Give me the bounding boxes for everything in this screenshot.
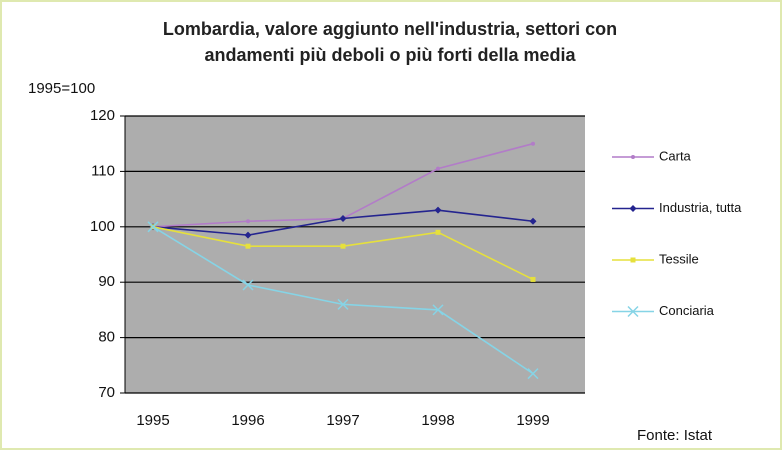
point	[245, 243, 251, 249]
y-tick-label: 100	[90, 218, 115, 235]
legend-label: Tessile	[659, 251, 699, 266]
legend-label: Industria, tutta	[659, 200, 742, 215]
plot-area	[125, 116, 585, 393]
point	[246, 219, 250, 224]
point	[630, 257, 636, 263]
point	[244, 231, 252, 239]
point	[434, 206, 442, 214]
point	[530, 276, 536, 282]
point	[339, 214, 347, 222]
y-tick-label: 80	[98, 329, 115, 346]
x-tick-label: 1997	[326, 412, 359, 429]
legend-label: Carta	[659, 148, 692, 163]
x-tick-label: 1995	[136, 412, 169, 429]
y-axis-label: 1995=100	[28, 80, 95, 97]
point	[337, 298, 349, 310]
legend-label: Conciaria	[659, 303, 715, 318]
point	[432, 304, 444, 316]
point	[435, 229, 441, 235]
x-tick-label: 1998	[421, 412, 454, 429]
x-tick-label: 1999	[516, 412, 549, 429]
x-tick-label: 1996	[231, 412, 264, 429]
point	[340, 243, 346, 249]
y-tick-label: 110	[91, 162, 115, 179]
point	[436, 166, 440, 171]
point	[147, 221, 159, 233]
chart-title: Lombardia, valore aggiunto nell'industri…	[163, 19, 617, 39]
point	[631, 155, 635, 159]
point	[531, 141, 535, 146]
source: Fonte: Istat	[637, 427, 713, 444]
y-tick-label: 70	[98, 384, 115, 401]
legend: Carta Industria, tutta Tessile Conciaria	[612, 148, 742, 318]
point	[527, 368, 539, 380]
point	[529, 217, 537, 225]
point	[242, 279, 254, 291]
point	[629, 205, 637, 212]
point	[627, 305, 639, 318]
chart-title: andamenti più deboli o più forti della m…	[204, 45, 576, 65]
y-tick-label: 120	[90, 107, 115, 124]
y-tick-label: 90	[98, 273, 115, 290]
